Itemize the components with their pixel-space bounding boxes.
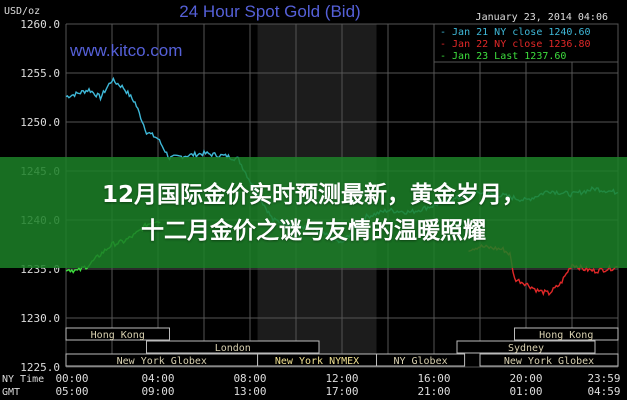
x-tick-label: 09:00 — [141, 385, 174, 398]
x-row-label: NY Time — [2, 374, 44, 385]
session-bar — [514, 327, 619, 341]
legend-entry: - Jan 21 NY close 1240.60 — [440, 27, 591, 38]
legend-entry: - Jan 23 Last 1237.60 — [440, 51, 566, 62]
y-tick-label: 1260.0 — [20, 18, 60, 31]
x-tick-label: 04:59 — [587, 385, 620, 398]
session-label: Hong Kong — [91, 330, 145, 341]
session-bar — [456, 340, 596, 354]
session-bar — [376, 353, 466, 367]
y-tick-label: 1255.0 — [20, 67, 60, 80]
x-tick-label: 01:00 — [509, 385, 542, 398]
y-tick-label: 1250.0 — [20, 116, 60, 129]
session-bar — [479, 353, 619, 367]
session-label: Hong Kong — [539, 330, 593, 341]
x-tick-label: 00:00 — [55, 372, 88, 385]
headline-banner: 12月国际金价实时预测最新，黄金岁月， 十二月金价之谜与友情的温暖照耀 — [0, 157, 627, 268]
x-tick-label: 16:00 — [417, 372, 450, 385]
session-label: New York NYMEX — [275, 356, 359, 367]
session-label: New York Globex — [504, 356, 594, 367]
x-tick-label: 05:00 — [55, 385, 88, 398]
chart-title: 24 Hour Spot Gold (Bid) — [179, 2, 360, 21]
session-bar — [146, 340, 320, 354]
x-tick-label: 21:00 — [417, 385, 450, 398]
x-tick-label: 04:00 — [141, 372, 174, 385]
x-row-label: GMT — [2, 387, 20, 398]
watermark-text: www.kitco.com — [69, 41, 182, 60]
session-bar — [65, 327, 170, 341]
headline-line-2: 十二月金价之谜与友情的温暖照耀 — [141, 217, 486, 244]
y-axis-label: USD/oz — [4, 6, 40, 17]
session-label: London — [215, 343, 251, 354]
headline-line-1: 12月国际金价实时预测最新，黄金岁月， — [101, 181, 525, 208]
y-tick-label: 1230.0 — [20, 312, 60, 325]
x-tick-label: 17:00 — [325, 385, 358, 398]
x-tick-label: 13:00 — [233, 385, 266, 398]
timestamp: January 23, 2014 04:06 — [476, 12, 608, 23]
x-tick-label: 12:00 — [325, 372, 358, 385]
x-tick-label: 20:00 — [509, 372, 542, 385]
session-label: Sydney — [508, 343, 544, 354]
session-label: NY Globex — [393, 356, 447, 367]
session-label: New York Globex — [117, 356, 207, 367]
y-tick-label: 1225.0 — [20, 361, 60, 374]
x-tick-label: 08:00 — [233, 372, 266, 385]
x-tick-label: 23:59 — [587, 372, 620, 385]
legend-box — [433, 23, 619, 63]
legend-entry: - Jan 22 NY close 1236.80 — [440, 39, 591, 50]
